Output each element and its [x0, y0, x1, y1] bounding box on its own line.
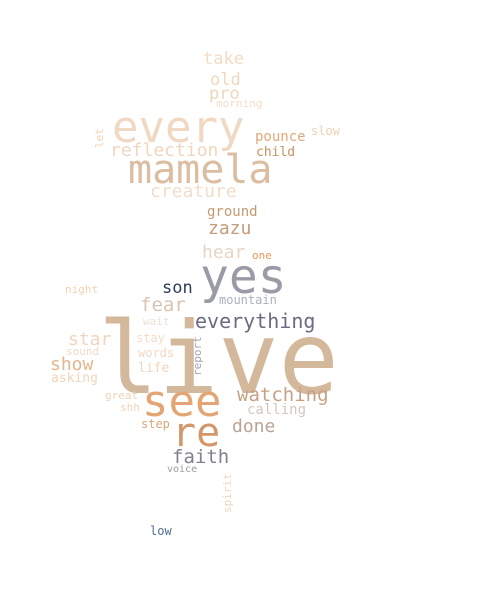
- word-voice: voice: [167, 464, 198, 475]
- word-everything: everything: [195, 309, 316, 333]
- word-son: son: [162, 278, 193, 298]
- word-yes: yes: [200, 249, 287, 305]
- word-calling: calling: [247, 402, 307, 418]
- word-show: show: [50, 354, 94, 375]
- word-words: words: [138, 346, 175, 360]
- word-sound: sound: [66, 345, 100, 358]
- word-see: see: [142, 376, 222, 427]
- word-shh: shh: [120, 401, 140, 414]
- word-mamela: mamela: [128, 147, 273, 193]
- word-night: night: [65, 283, 99, 296]
- word-hear: hear: [202, 242, 246, 263]
- word-take: take: [203, 49, 244, 69]
- word-pro: pro: [209, 84, 240, 104]
- word-done: done: [232, 416, 276, 437]
- word-pounce: pounce: [255, 129, 306, 145]
- word-spirit: spirit: [221, 473, 234, 513]
- word-zazu: zazu: [208, 218, 252, 239]
- word-low: low: [150, 524, 172, 538]
- word-stay: stay: [136, 331, 165, 345]
- word-child: child: [256, 145, 296, 160]
- word-old: old: [210, 70, 241, 90]
- word-step: step: [141, 417, 170, 431]
- word-life: life: [138, 361, 170, 376]
- word-ground: ground: [207, 204, 258, 220]
- word-mountain: mountain: [219, 293, 277, 307]
- word-let: let: [93, 128, 106, 148]
- word-star: star: [68, 329, 112, 350]
- word-one: one: [252, 249, 272, 262]
- word-reflection: reflection: [110, 140, 219, 161]
- word-report: report: [191, 336, 204, 376]
- word-every: every: [112, 102, 245, 153]
- word-live: live: [98, 300, 339, 417]
- word-wait: wait: [143, 315, 170, 328]
- word-re: re: [172, 410, 221, 456]
- word-watching: watching: [237, 384, 329, 406]
- word-faith: faith: [172, 446, 230, 468]
- word-morning: morning: [216, 97, 263, 110]
- word-great: great: [105, 389, 139, 402]
- word-asking: asking: [51, 371, 98, 386]
- word-slow: slow: [311, 124, 340, 138]
- word-creature: creature: [150, 181, 237, 202]
- word-fear: fear: [140, 294, 186, 316]
